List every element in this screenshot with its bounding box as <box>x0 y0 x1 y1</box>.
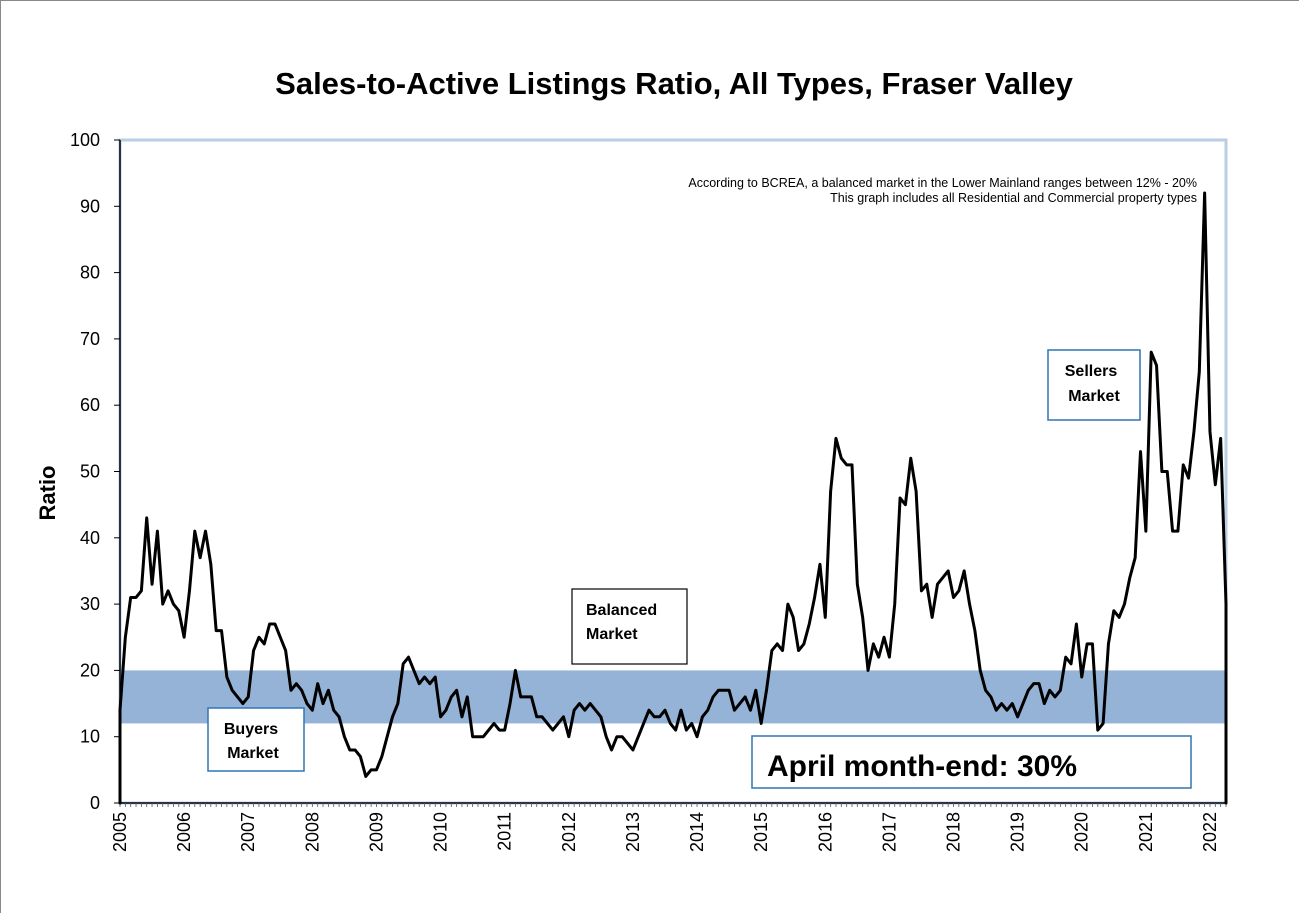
balanced-market-box-frame <box>571 588 688 665</box>
buyers-market-box: Buyers Market <box>207 707 305 772</box>
buyers-market-label-line2: Market <box>227 745 279 762</box>
y-tick-label: 60 <box>80 395 100 415</box>
sellers-market-label-line2: Market <box>1068 388 1120 405</box>
balanced-market-box: Balanced Market <box>571 588 688 665</box>
sellers-market-box-frame <box>1047 349 1141 421</box>
x-axis-minor-ticks <box>119 803 1227 807</box>
y-tick-label: 100 <box>70 130 100 150</box>
x-tick-label: 2018 <box>944 812 964 852</box>
april-callout-text: April month-end: 30% <box>767 750 1077 783</box>
x-tick-label: 2020 <box>1072 812 1092 852</box>
x-tick-label: 2017 <box>879 812 899 852</box>
x-tick-label: 2014 <box>687 812 707 852</box>
note-balanced-range: According to BCREA, a balanced market in… <box>688 176 1197 190</box>
chart-title: Sales-to-Active Listings Ratio, All Type… <box>275 66 1073 101</box>
y-tick-label: 30 <box>80 594 100 614</box>
x-tick-label: 2010 <box>431 812 451 852</box>
x-tick-label: 2009 <box>366 812 386 852</box>
note-property-types: This graph includes all Residential and … <box>830 191 1197 205</box>
x-tick-label: 2022 <box>1200 812 1220 852</box>
y-tick-label: 0 <box>90 793 100 813</box>
y-axis-label: Ratio <box>35 466 60 521</box>
buyers-market-label-line1: Buyers <box>224 721 278 738</box>
balanced-market-label-line2: Market <box>586 626 638 643</box>
x-tick-label: 2006 <box>174 812 194 852</box>
balanced-market-label-line1: Balanced <box>586 602 657 619</box>
x-tick-label: 2016 <box>815 812 835 852</box>
buyers-market-box-frame <box>207 707 305 772</box>
y-tick-label: 20 <box>80 660 100 680</box>
x-tick-label: 2019 <box>1008 812 1028 852</box>
april-callout-box <box>751 735 1192 789</box>
y-tick-label: 50 <box>80 462 100 482</box>
y-tick-label: 70 <box>80 329 100 349</box>
x-tick-label: 2011 <box>495 812 515 851</box>
x-tick-label: 2021 <box>1136 812 1156 852</box>
x-tick-label: 2005 <box>110 812 130 852</box>
x-tick-label: 2007 <box>238 812 258 852</box>
sellers-market-label-line1: Sellers <box>1065 363 1118 380</box>
sellers-market-box: Sellers Market <box>1047 349 1141 421</box>
y-tick-label: 80 <box>80 263 100 283</box>
y-tick-label: 10 <box>80 727 100 747</box>
y-tick-label: 40 <box>80 528 100 548</box>
series-line <box>118 191 1228 805</box>
x-axis: 2005 2006 2007 2008 2009 2010 2011 2012 2013 2014… <box>110 812 1220 852</box>
y-tick-label: 90 <box>80 196 100 216</box>
x-tick-label: 2013 <box>623 812 643 852</box>
april-callout: April month-end: 30% <box>751 735 1192 789</box>
x-tick-label: 2008 <box>302 812 322 852</box>
x-tick-label: 2015 <box>751 812 771 852</box>
x-tick-label: 2012 <box>559 812 579 852</box>
